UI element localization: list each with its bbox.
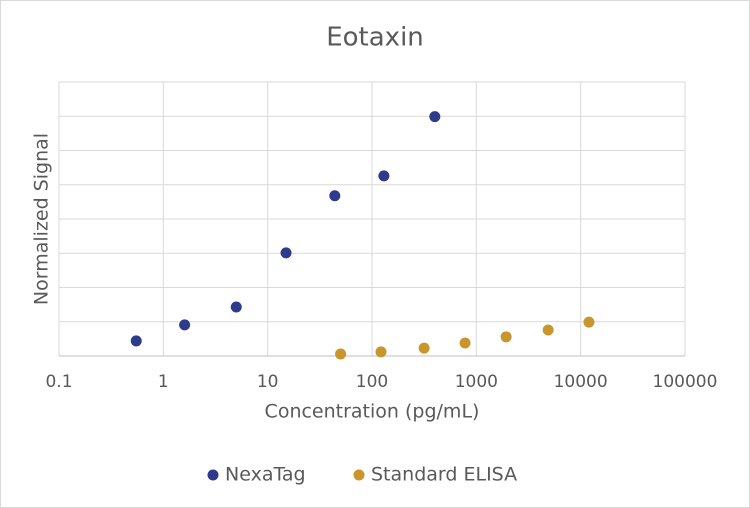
legend-label: NexaTag [225, 464, 306, 486]
point [583, 316, 595, 328]
legend-marker [207, 469, 219, 481]
point [418, 342, 430, 354]
x-tick-label: 100000 [653, 372, 718, 392]
point [500, 331, 512, 343]
x-tick-label: 10000 [554, 372, 608, 392]
y-axis-label: Normalized Signal [31, 133, 53, 305]
point [130, 335, 142, 347]
point [335, 348, 347, 360]
x-tick-label: 1000 [455, 372, 498, 392]
x-tick-label: 0.1 [45, 372, 72, 392]
x-tick-label: 100 [356, 372, 388, 392]
point [230, 301, 242, 313]
point [280, 247, 292, 259]
point [542, 324, 554, 336]
point [179, 319, 191, 331]
legend-marker [353, 469, 365, 481]
x-axis-label: Concentration (pg/mL) [265, 401, 480, 423]
point [378, 170, 390, 182]
x-tick-label: 10 [257, 372, 279, 392]
point [329, 190, 341, 202]
point [429, 111, 441, 123]
point [375, 346, 387, 358]
chart-title: Eotaxin [326, 23, 424, 53]
point [459, 337, 471, 349]
x-tick-label: 1 [158, 372, 169, 392]
legend-label: Standard ELISA [371, 464, 517, 486]
